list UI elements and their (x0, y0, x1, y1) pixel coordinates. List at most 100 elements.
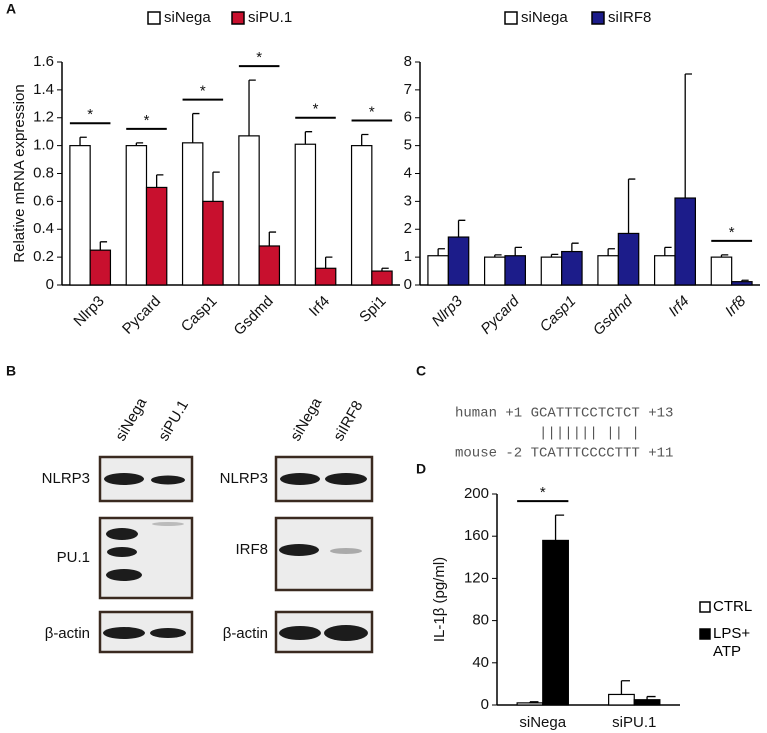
band (152, 522, 184, 526)
y-axis-label: Relative mRNA expression (11, 84, 28, 262)
panel-label: C (416, 363, 426, 379)
band (279, 544, 319, 556)
y-tick-label: 0.2 (33, 248, 54, 265)
bar (561, 250, 583, 286)
y-tick-label: 0.6 (33, 192, 54, 209)
y-tick-label: 1.6 (33, 53, 54, 70)
panel-label: B (6, 363, 16, 379)
legend-label: siPU.1 (248, 9, 292, 26)
legend-swatch (699, 628, 711, 640)
y-axis-label: IL-1β (pg/ml) (431, 557, 448, 642)
bar (89, 249, 112, 286)
bar (484, 256, 506, 286)
legend-swatch (699, 601, 711, 613)
band (104, 473, 144, 485)
bar (371, 270, 393, 286)
bar (674, 197, 696, 286)
band (150, 628, 186, 638)
error-bar (529, 701, 539, 703)
bar (314, 267, 337, 286)
error-bar (646, 695, 656, 700)
y-tick-label: 0 (404, 276, 412, 293)
row-label: IRF8 (235, 541, 268, 558)
bar (238, 135, 260, 286)
x-tick-label: Nlrp3 (70, 293, 107, 330)
bar (125, 145, 148, 286)
error-bar (268, 231, 277, 246)
y-tick-label: 1.2 (33, 109, 54, 126)
bar (597, 255, 619, 286)
band (330, 548, 362, 554)
bar (504, 255, 526, 286)
y-tick-label: 2 (404, 220, 412, 237)
legend-label: siIRF8 (608, 9, 651, 26)
band (324, 625, 368, 641)
lane-label: siIRF8 (330, 398, 366, 444)
y-tick-label: 160 (464, 527, 489, 544)
bar (633, 699, 661, 706)
error-bar (248, 79, 256, 136)
bar (617, 232, 640, 286)
error-bar (304, 131, 313, 145)
significance-mark: * (144, 112, 150, 129)
legend-label: CTRL (713, 598, 753, 615)
error-bar (514, 246, 522, 256)
row-label: PU.1 (57, 549, 90, 566)
band (325, 473, 367, 485)
y-tick-label: 4 (404, 164, 412, 181)
bar (69, 145, 91, 286)
error-bar (607, 248, 615, 256)
error-bar (554, 514, 565, 541)
significance-mark: * (200, 83, 206, 100)
y-tick-label: 80 (472, 612, 489, 629)
y-tick-label: 40 (472, 654, 489, 671)
legend-swatch (147, 11, 161, 25)
error-bar (741, 279, 749, 282)
error-bar (550, 253, 559, 258)
bar (258, 245, 281, 286)
band (280, 473, 320, 485)
significance-mark: * (87, 106, 93, 123)
lane-label: siNega (287, 394, 325, 444)
error-bar (212, 171, 220, 202)
y-tick-label: 200 (464, 485, 489, 502)
alignment-line: ||||||| || | (455, 426, 640, 442)
panel-label: A (6, 1, 16, 17)
bar (731, 281, 753, 286)
error-bar (135, 142, 144, 146)
legend-swatch (504, 11, 518, 25)
band (151, 475, 185, 485)
bar (447, 236, 470, 286)
bar (427, 255, 449, 286)
bar (294, 143, 317, 286)
panel-label: D (416, 461, 426, 477)
lane-label: siPU.1 (155, 397, 192, 444)
error-bar (720, 254, 729, 258)
y-tick-label: 1.0 (33, 137, 54, 154)
bar (202, 200, 224, 286)
alignment-line: human +1 GCATTTCCTCTCT +13 (455, 406, 673, 422)
y-tick-label: 0 (481, 696, 489, 713)
error-bar (381, 267, 389, 272)
error-bar (620, 680, 630, 695)
bar (608, 693, 635, 706)
x-tick-label: Spi1 (356, 293, 389, 326)
y-tick-label: 7 (404, 81, 412, 98)
x-tick-label: Nlrp3 (429, 292, 467, 330)
y-tick-label: 8 (404, 53, 412, 70)
error-bar (99, 241, 108, 251)
error-bar (437, 248, 445, 256)
band (107, 547, 137, 557)
bar (540, 256, 563, 286)
legend-swatch (591, 11, 605, 25)
y-tick-label: 6 (404, 109, 412, 126)
row-label: NLRP3 (220, 470, 268, 487)
error-bar (155, 174, 164, 188)
lane-label: siNega (112, 394, 150, 444)
significance-mark: * (540, 484, 546, 501)
legend-label: LPS+ ATP (713, 625, 751, 660)
significance-mark: * (369, 103, 375, 120)
x-tick-label: siNega (519, 714, 566, 731)
